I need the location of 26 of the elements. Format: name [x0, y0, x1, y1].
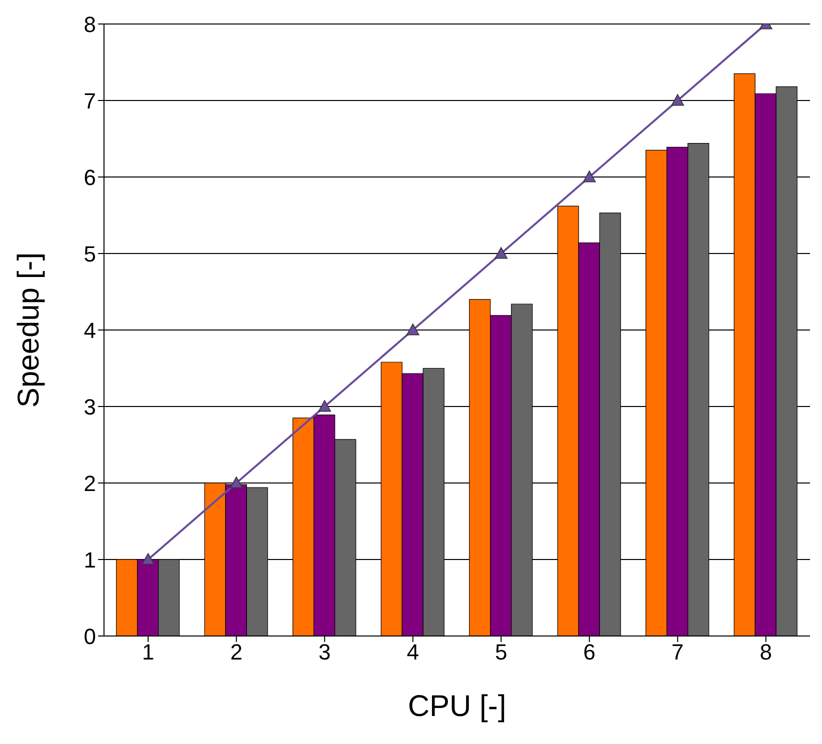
- y-axis-title: Speedup [-]: [12, 252, 46, 408]
- y-tick-label: 8: [84, 12, 96, 37]
- point: [142, 553, 155, 565]
- x-tick-label: 3: [318, 640, 331, 665]
- y-tick-label: 3: [84, 394, 96, 420]
- x-tick-label: 6: [583, 640, 596, 665]
- x-tick-label: 7: [672, 640, 684, 665]
- point: [494, 247, 508, 259]
- y-tick-label: 4: [84, 318, 96, 343]
- y-tick-label: 6: [84, 164, 96, 190]
- point: [671, 94, 684, 106]
- y-tick-label: 7: [84, 88, 96, 114]
- y-tick-label: 1: [84, 547, 96, 572]
- x-axis-title: CPU [-]: [408, 690, 506, 723]
- y-tick-label: 5: [84, 241, 96, 266]
- y-tick-label: 2: [84, 470, 96, 496]
- point: [406, 324, 420, 336]
- x-tick-label: 5: [495, 640, 508, 665]
- point: [230, 476, 243, 488]
- x-tick-label: 2: [230, 640, 242, 665]
- x-tick-label: 1: [142, 640, 154, 665]
- y-tick-label: 0: [84, 624, 96, 649]
- x-tick-label: 4: [406, 640, 419, 665]
- point: [582, 170, 596, 182]
- point: [318, 400, 332, 412]
- x-tick-label: 8: [760, 640, 772, 665]
